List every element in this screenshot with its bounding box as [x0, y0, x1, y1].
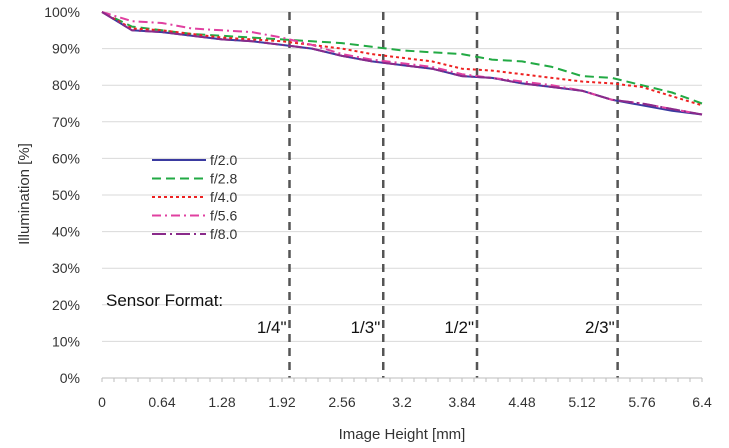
y-tick-label: 80% — [52, 77, 80, 93]
x-minor-ticks — [101, 378, 703, 382]
series-line — [101, 11, 703, 116]
y-axis-title: Illumination [%] — [16, 143, 33, 245]
y-tick-label: 40% — [52, 224, 80, 240]
y-tick-label: 70% — [52, 114, 80, 130]
x-tick-label: 3.2 — [392, 394, 412, 410]
x-tick-label: 4.48 — [508, 394, 535, 410]
y-tick-label: 90% — [52, 41, 80, 57]
legend-label: f/5.6 — [210, 208, 237, 224]
x-tick-label: 0.64 — [148, 394, 175, 410]
axes — [101, 377, 703, 382]
sensor-format-marker-label: 1/2" — [444, 318, 474, 337]
y-tick-label: 30% — [52, 260, 80, 276]
x-tick-label: 3.84 — [448, 394, 475, 410]
legend-label: f/8.0 — [210, 226, 237, 242]
x-tick-label: 5.76 — [628, 394, 655, 410]
tick-labels: 0% 10% 20% 30% 40% 50% 60% 70% 80% 90% 100% 0 0.64 1.… — [44, 4, 712, 410]
y-tick-label: 0% — [60, 370, 80, 386]
sensor-format-marker-label: 2/3" — [585, 318, 615, 337]
sensor-format-marker-label: 1/3" — [351, 318, 381, 337]
sensor-format-title: Sensor Format: — [106, 291, 223, 310]
legend-label: f/2.8 — [210, 171, 237, 187]
x-tick-label: 0 — [98, 394, 106, 410]
series-line — [101, 11, 703, 107]
x-tick-label: 2.56 — [328, 394, 355, 410]
x-tick-label: 6.4 — [692, 394, 712, 410]
y-tick-label: 50% — [52, 187, 80, 203]
x-tick-label: 1.28 — [208, 394, 235, 410]
series-line — [101, 11, 703, 116]
x-tick-label: 5.12 — [568, 394, 595, 410]
legend-label: f/4.0 — [210, 189, 237, 205]
y-tick-label: 100% — [44, 4, 80, 20]
legend: f/2.0 f/2.8 f/4.0 f/5.6 f/8.0 — [152, 152, 237, 242]
y-tick-label: 60% — [52, 150, 80, 166]
series-lines — [101, 11, 703, 116]
sensor-format-marker-label: 1/4" — [257, 318, 287, 337]
y-tick-label: 20% — [52, 297, 80, 313]
legend-label: f/2.0 — [210, 152, 237, 168]
x-axis-title: Image Height [mm] — [339, 426, 466, 443]
sensor-format-markers: 1/4" 1/3" 1/2" 2/3" — [257, 12, 619, 378]
grid-lines — [102, 11, 702, 342]
x-tick-label: 1.92 — [268, 394, 295, 410]
y-tick-label: 10% — [52, 333, 80, 349]
